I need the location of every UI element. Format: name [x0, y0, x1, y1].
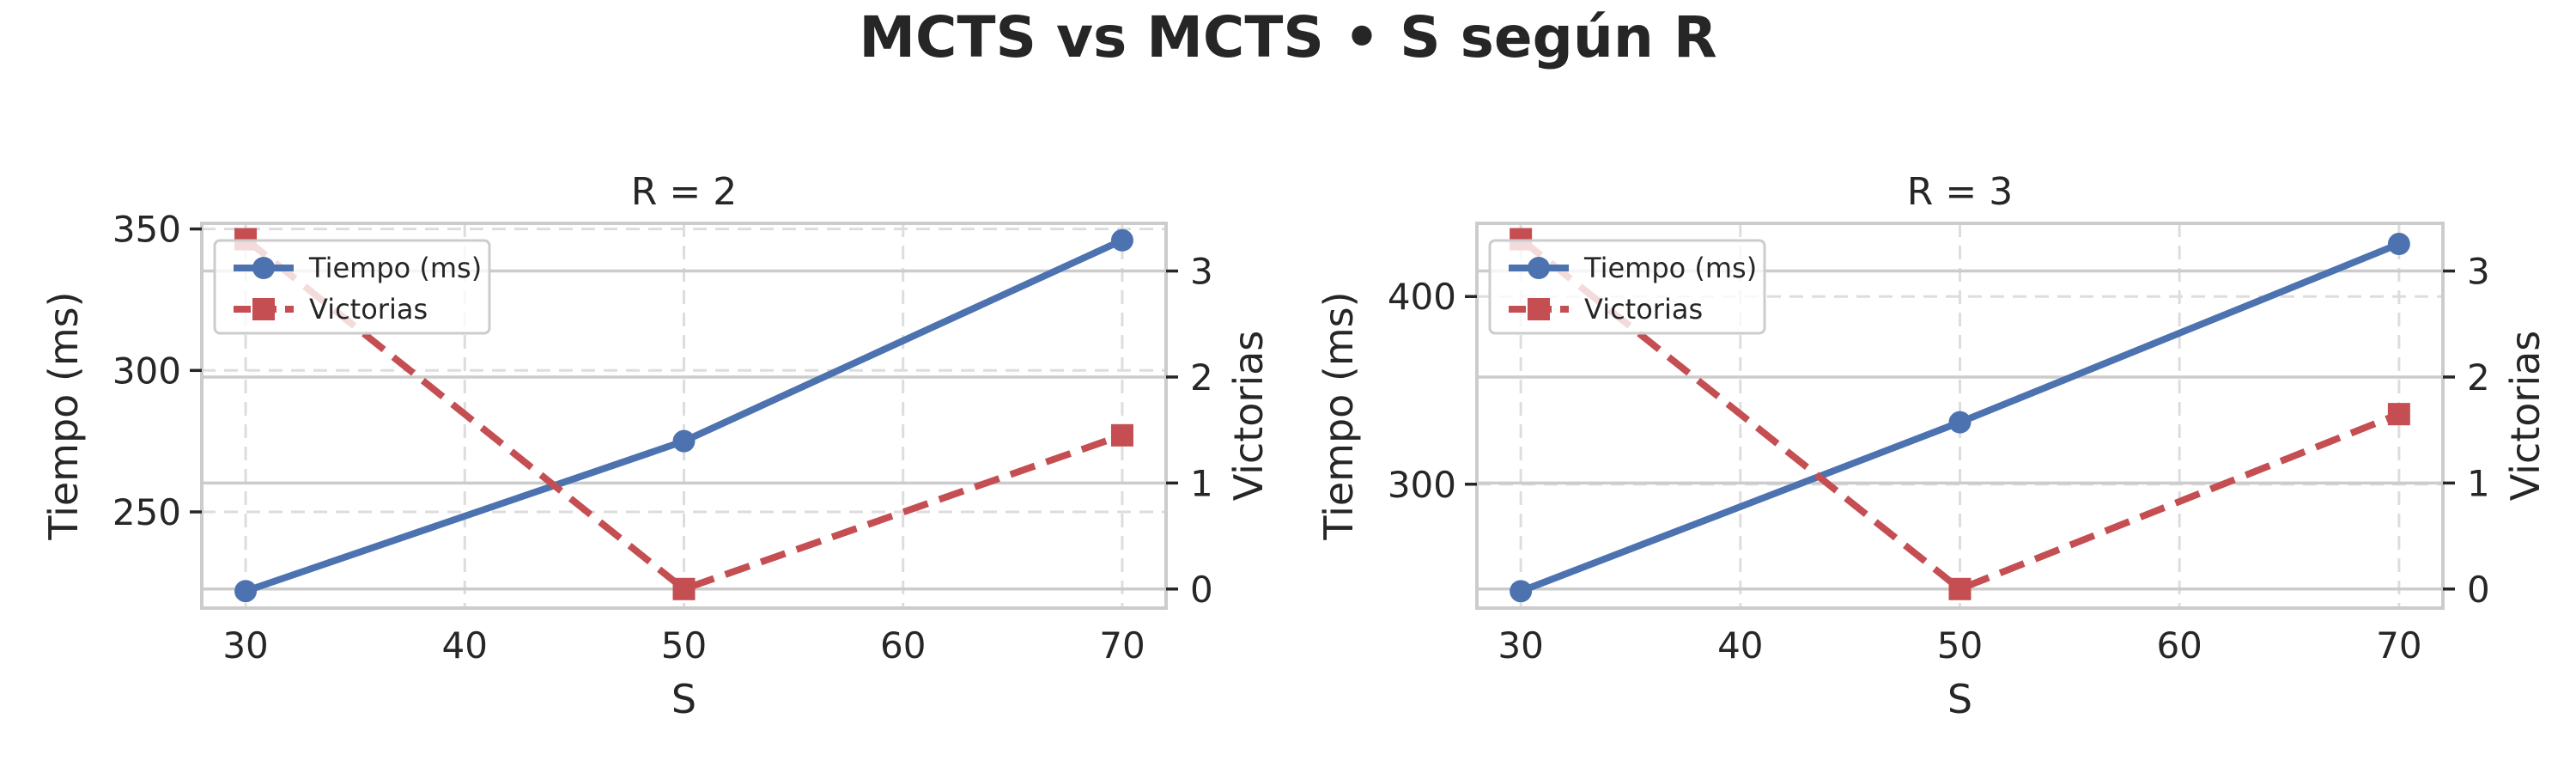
y-tick-label: 300 — [1388, 464, 1456, 506]
data-point — [1948, 411, 1971, 434]
legend-marker — [1528, 298, 1550, 320]
y2-axis-label: Victorias — [2502, 331, 2549, 502]
y2-axis-label: Victorias — [1225, 331, 1272, 502]
y2-tick-label: 3 — [2467, 251, 2490, 293]
legend-label: Victorias — [309, 293, 428, 326]
figure-title: MCTS vs MCTS • S según R — [859, 4, 1717, 70]
y2-tick-label: 2 — [1190, 356, 1213, 399]
subplot-r2: R = 2 30 40 50 60 70 S 250 300 350 Tiempo (ms) 0 1 2 3… — [40, 170, 1272, 722]
y-tick-label: 400 — [1388, 276, 1456, 318]
y-axis-label: Tiempo (ms) — [40, 291, 87, 540]
x-tick-label: 40 — [1717, 624, 1763, 666]
legend-box — [213, 239, 491, 335]
legend-marker — [252, 257, 275, 279]
data-point — [234, 580, 258, 603]
y-axis-label: Tiempo (ms) — [1315, 291, 1362, 540]
x-tick-label: 50 — [661, 624, 707, 666]
x-tick-label: 70 — [1099, 624, 1145, 666]
data-point — [1110, 228, 1133, 252]
y-tick-label: 300 — [112, 350, 181, 392]
y2-tick-label: 1 — [2467, 462, 2490, 504]
x-tick-label: 30 — [222, 624, 268, 666]
data-point — [1948, 577, 1971, 600]
y-tick-label: 250 — [112, 491, 181, 533]
data-point — [2387, 233, 2410, 256]
axes-frame — [1475, 222, 2445, 610]
x-tick-label: 70 — [2376, 624, 2421, 666]
y2-tick-label: 0 — [2467, 569, 2490, 611]
legend-marker — [252, 298, 275, 320]
x-tick-label: 30 — [1498, 624, 1543, 666]
y2-tick-label: 3 — [1190, 251, 1213, 293]
x-tick-label: 60 — [2156, 624, 2202, 666]
data-point — [672, 429, 696, 453]
y2-tick-label: 1 — [1190, 462, 1213, 504]
subplot-title: R = 2 — [631, 170, 737, 214]
series-line-victorias — [243, 236, 1124, 593]
data-point — [1110, 423, 1133, 447]
legend-label: Victorias — [1584, 293, 1703, 326]
data-point — [2387, 403, 2410, 426]
x-axis-label: S — [1947, 676, 1972, 722]
x-tick-label: 40 — [442, 624, 488, 666]
axes-frame — [200, 222, 1168, 610]
y-tick-label: 350 — [112, 209, 181, 251]
subplot-r3: R = 3 30 40 50 60 70 S 300 400 Tiempo (ms) 0 1 2 3 Vic… — [1315, 170, 2549, 722]
data-point — [1510, 580, 1533, 603]
legend-box — [1488, 239, 1766, 335]
x-axis-label: S — [671, 676, 696, 722]
legend-marker — [1528, 257, 1550, 279]
y2-tick-label: 2 — [2467, 356, 2490, 399]
data-point — [672, 577, 696, 600]
subplot-title: R = 3 — [1907, 170, 2013, 214]
x-tick-label: 50 — [1937, 624, 1983, 666]
y2-tick-label: 0 — [1190, 569, 1213, 611]
legend-label: Tiempo (ms) — [1583, 252, 1757, 284]
legend-label: Tiempo (ms) — [308, 252, 482, 284]
x-tick-label: 60 — [880, 624, 926, 666]
series-line-victorias — [1518, 236, 2401, 593]
